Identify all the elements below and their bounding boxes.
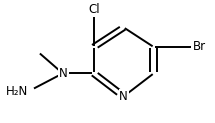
Text: Cl: Cl [88, 3, 100, 16]
Text: Br: Br [193, 40, 206, 54]
Text: N: N [119, 90, 128, 103]
Text: N: N [58, 67, 67, 80]
Text: H₂N: H₂N [5, 85, 28, 98]
